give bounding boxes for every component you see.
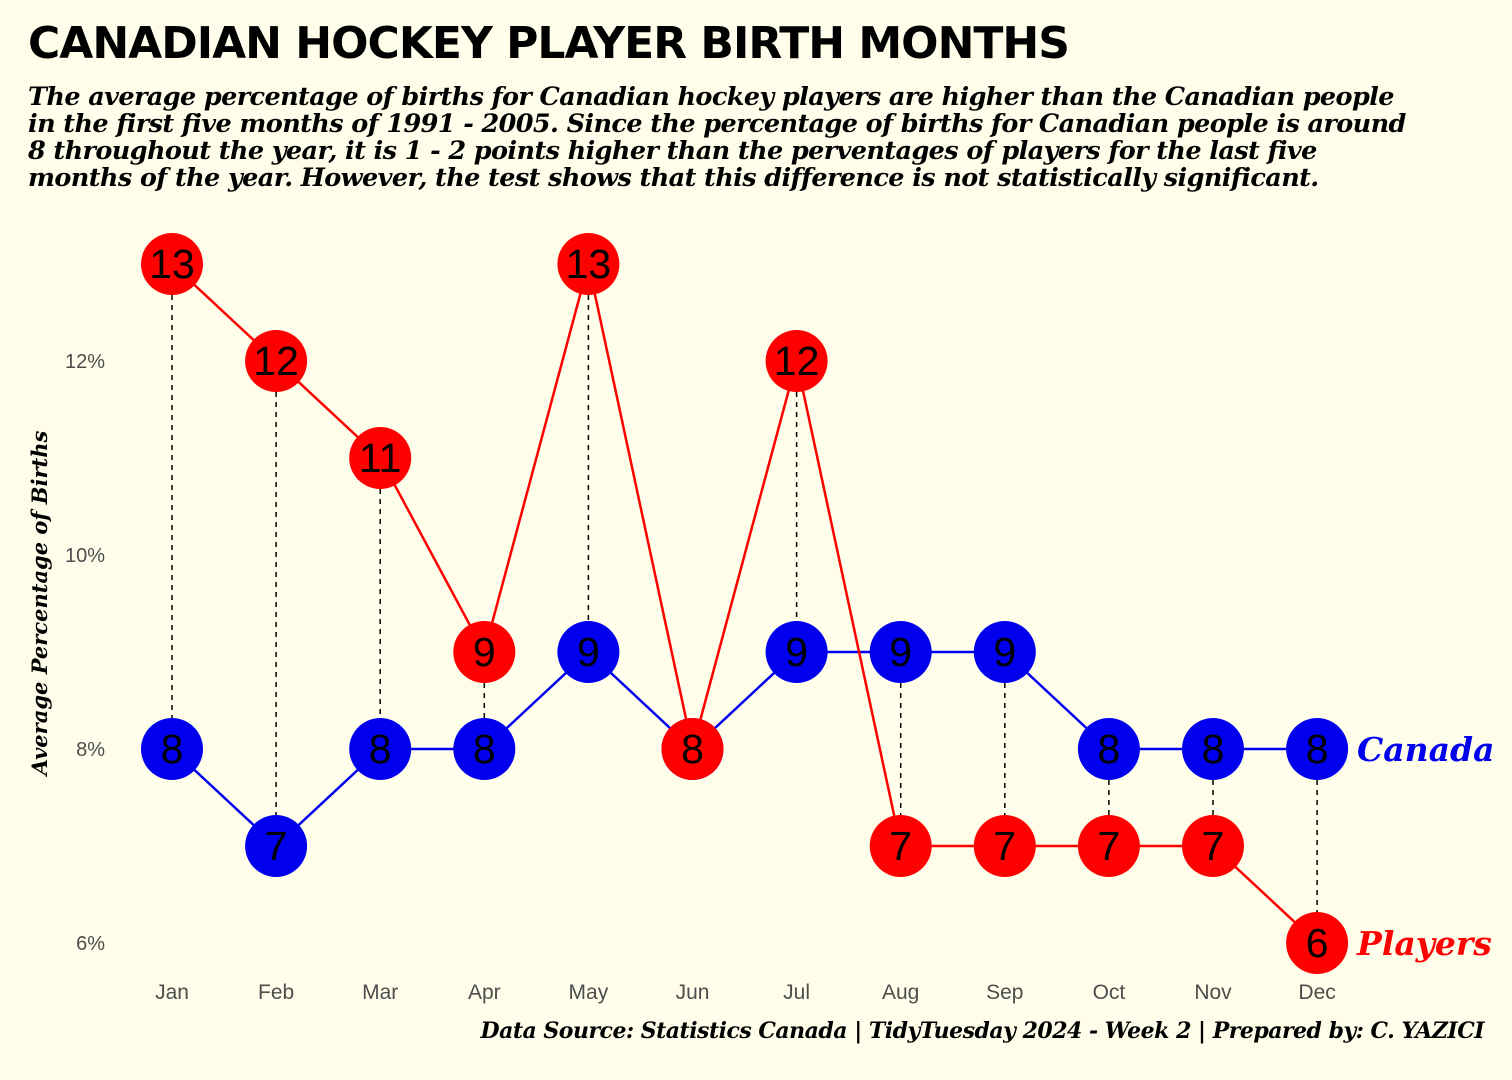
point-canada-sep [973, 621, 1036, 683]
point-label-canada-aug: 9 [889, 629, 912, 675]
point-label-players-jan: 13 [149, 241, 195, 287]
point-label-canada-jan: 8 [161, 726, 184, 772]
point-canada-apr [453, 718, 516, 780]
point-canada-nov [1182, 718, 1244, 780]
series-label-players: Players [1356, 924, 1492, 963]
x-tick-label-dec: Dec [1298, 981, 1335, 1004]
x-tick-label-jul: Jul [783, 981, 810, 1004]
point-canada-aug [869, 621, 932, 683]
point-players-jan [141, 233, 203, 295]
point-players-jun [661, 718, 724, 780]
point-label-canada-mar: 8 [369, 726, 392, 772]
point-players-dec [1286, 912, 1349, 974]
point-label-players-nov: 7 [1202, 823, 1225, 869]
point-canada-jul [765, 621, 828, 683]
point-label-canada-jul: 9 [785, 629, 808, 675]
point-players-jul [765, 330, 828, 392]
point-canada-may [557, 621, 620, 683]
point-label-players-may: 13 [566, 241, 612, 287]
point-players-sep [973, 815, 1036, 877]
point-label-players-sep: 7 [993, 823, 1016, 869]
x-tick-label-sep: Sep [986, 981, 1023, 1004]
y-tick-label-10: 10% [65, 545, 105, 567]
series-line-canada [171, 650, 1318, 848]
point-label-canada-nov: 8 [1202, 726, 1225, 772]
x-tick-label-aug: Aug [882, 981, 919, 1004]
point-canada-feb [245, 815, 308, 877]
x-tick-label-mar: Mar [362, 981, 398, 1004]
chart-subtitle: The average percentage of births for Can… [28, 82, 1406, 193]
point-canada-mar [349, 718, 412, 780]
x-tick-label-nov: Nov [1194, 981, 1232, 1004]
point-label-players-dec: 6 [1306, 920, 1329, 966]
point-label-canada-oct: 8 [1097, 726, 1120, 772]
point-label-canada-may: 9 [577, 629, 600, 675]
point-players-may [557, 233, 620, 295]
chart-title: CANADIAN HOCKEY PLAYER BIRTH MONTHS [28, 18, 1070, 69]
x-tick-label-jan: Jan [155, 981, 189, 1004]
chart-caption: Data Source: Statistics Canada | TidyTue… [480, 1018, 1485, 1044]
point-players-nov [1182, 815, 1244, 877]
x-tick-label-jun: Jun [676, 981, 710, 1004]
point-label-players-feb: 12 [253, 338, 299, 384]
point-label-canada-dec: 8 [1306, 726, 1329, 772]
point-label-players-oct: 7 [1097, 823, 1120, 869]
series-line-players [171, 263, 1318, 944]
point-players-feb [245, 330, 308, 392]
point-players-aug [869, 815, 932, 877]
point-label-players-mar: 11 [359, 435, 402, 481]
y-tick-label-12: 12% [65, 351, 105, 373]
point-players-oct [1077, 815, 1140, 877]
x-tick-label-feb: Feb [258, 981, 294, 1004]
point-canada-oct [1077, 718, 1140, 780]
point-canada-jan [141, 718, 203, 780]
y-tick-label-6: 6% [76, 933, 105, 955]
point-label-canada-feb: 7 [265, 823, 288, 869]
y-axis-title: Average Percentage of Births [27, 430, 52, 777]
series-label-canada: Canada [1357, 730, 1494, 769]
x-tick-label-apr: Apr [468, 981, 501, 1004]
x-tick-label-oct: Oct [1093, 981, 1126, 1004]
y-tick-label-8: 8% [76, 739, 105, 761]
point-label-players-aug: 7 [889, 823, 912, 869]
point-label-players-jun: 8 [681, 726, 704, 772]
point-players-mar [349, 427, 412, 489]
point-label-players-apr: 9 [473, 629, 496, 675]
x-tick-label-may: May [569, 981, 609, 1004]
point-canada-dec [1286, 718, 1349, 780]
point-label-canada-apr: 8 [473, 726, 496, 772]
point-label-players-jul: 12 [774, 338, 820, 384]
point-label-canada-sep: 9 [993, 629, 1016, 675]
point-players-apr [453, 621, 516, 683]
